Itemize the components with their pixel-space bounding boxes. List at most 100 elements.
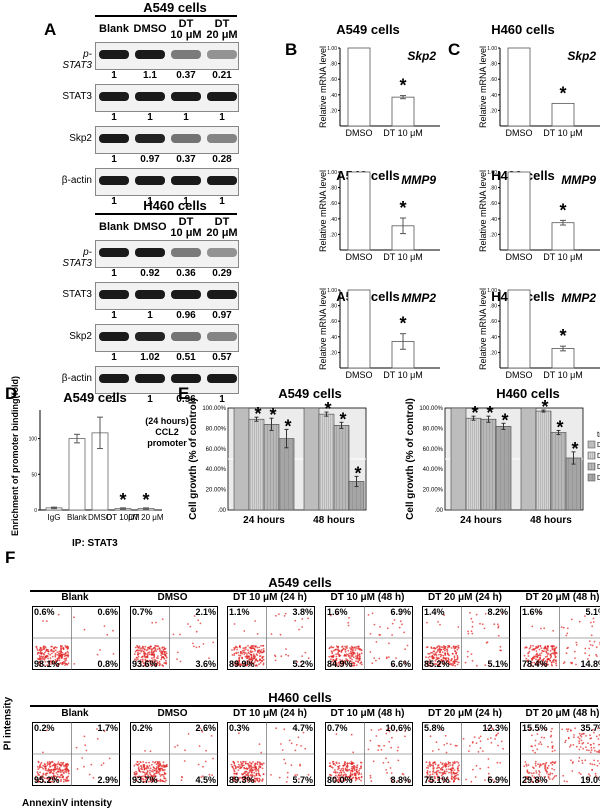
event-dot [547,657,550,660]
event-dot [334,774,337,777]
event-dot [563,661,566,663]
event-dot [526,769,528,772]
event-dot [51,772,54,775]
event-dot [259,766,261,768]
y-axis-label: Relative mRNA level [478,170,488,252]
event-dot [294,749,297,752]
event-dot [573,657,576,659]
event-dot [56,763,59,765]
event-dot [437,648,440,651]
event-dot [233,769,236,772]
event-dot [244,778,247,780]
event-dot [275,614,277,617]
event-dot [158,763,161,766]
event-dot [49,769,52,771]
event-dot [565,632,568,635]
event-dot [551,747,553,750]
event-dot [531,645,534,647]
event-dot [389,777,392,780]
event-dot [335,655,337,658]
event-dot [473,736,476,738]
event-dot [433,775,436,778]
event-dot [447,662,450,664]
event-dot [154,621,157,624]
event-dot [251,769,254,771]
event-dot [163,765,166,768]
event-dot [577,742,580,745]
event-dot [159,778,161,781]
gene-label: Skp2 [407,49,436,63]
event-dot [300,745,302,747]
blot-title-rule [95,213,237,215]
event-dot [338,765,340,767]
event-dot [453,662,456,665]
event-dot [57,770,59,773]
event-dot [545,655,548,658]
event-dot [457,644,460,647]
event-dot [245,773,248,776]
event-dot [438,647,441,649]
event-dot [428,658,431,661]
event-dot [245,770,248,773]
event-dot [592,621,595,623]
event-dot [349,650,352,653]
event-dot [433,656,435,659]
bar [248,418,265,511]
event-dot [449,768,452,771]
event-dot [187,733,189,735]
event-dot [347,775,349,778]
event-dot [595,750,598,753]
blot-row-label: STAT3 [62,289,92,300]
event-dot [339,773,342,776]
event-dot [550,647,553,649]
event-dot [434,660,437,662]
event-dot [550,727,553,730]
event-dot [253,661,256,663]
blot-quant-value: 1 [111,112,117,123]
event-dot [431,651,434,654]
category-label: DT 10 μM [543,370,583,380]
event-dot [143,768,145,771]
event-dot [133,653,136,655]
event-dot [336,652,339,654]
flow-plot-title: DMSO [157,592,188,603]
blot-title: H460 cells [143,198,207,213]
event-dot [547,776,550,779]
event-dot [163,771,165,774]
event-dot [236,646,238,649]
event-dot [53,662,55,665]
event-dot [341,664,343,667]
event-dot [51,764,54,767]
event-dot [254,659,257,662]
event-dot [490,741,493,744]
significance-star: * [571,439,578,459]
event-dot [242,647,245,649]
event-dot [294,774,297,777]
blot-quant-value: 1 [219,112,225,123]
event-dot [247,656,249,659]
event-dot [151,769,154,771]
event-dot [341,767,344,770]
event-dot [199,776,202,779]
lane-header: DT 20 μM [204,19,240,41]
event-dot [563,780,565,782]
event-dot [578,732,581,735]
event-dot [351,664,354,667]
event-dot [327,655,330,658]
event-dot [350,658,353,661]
event-dot [61,651,64,654]
blot-band [207,92,237,101]
event-dot [432,765,435,767]
event-dot [60,778,62,781]
event-dot [550,661,553,664]
event-dot [538,728,540,731]
event-dot [427,765,430,767]
event-dot [46,764,49,766]
event-dot [451,652,454,655]
event-dot [233,646,235,649]
quadrant-value: 4.7% [292,723,313,733]
event-dot [66,663,69,666]
event-dot [377,633,380,636]
flow-plot-title: DT 10 μM (24 h) [233,592,307,603]
y-tick-label: .60 [490,319,497,325]
